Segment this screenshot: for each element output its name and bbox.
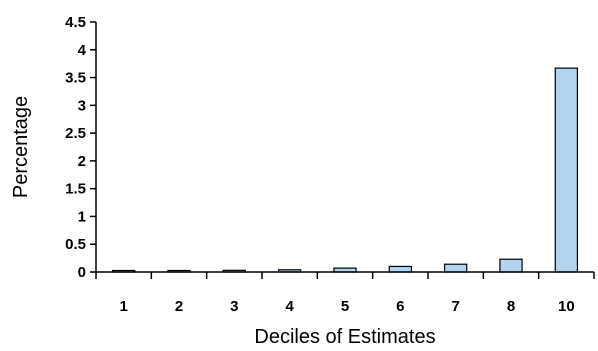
y-tick-label: 1 (78, 208, 86, 225)
x-tick-label: 3 (230, 298, 238, 315)
y-tick-label: 3.5 (65, 70, 86, 87)
x-axis-ticks: 1 2 3 4 5 6 7 8 10 (95, 272, 595, 315)
y-tick-label: 0.5 (65, 236, 86, 253)
x-tick-label: 4 (285, 298, 294, 315)
y-tick-label: 2.5 (65, 125, 86, 142)
x-axis-title: Deciles of Estimates (254, 326, 435, 348)
x-tick-label: 6 (396, 298, 404, 315)
x-tick-label: 7 (451, 298, 459, 315)
y-tick-label: 2 (78, 153, 86, 170)
bar-decile-8 (499, 258, 523, 273)
y-tick-label: 3 (78, 97, 86, 114)
y-axis-title: Percentage (10, 96, 32, 198)
x-tick-label: 5 (341, 298, 349, 315)
y-tick-label: 4 (78, 42, 87, 59)
bar-series (111, 67, 578, 273)
y-tick-label: 0 (78, 264, 86, 281)
bar-decile-10 (554, 67, 578, 273)
x-tick-label: 1 (119, 298, 127, 315)
y-axis-ticks: 0 0.5 1 1.5 2 2.5 3 3.5 4 4.5 (65, 14, 96, 281)
x-tick-label: 10 (558, 298, 575, 315)
bar-decile-7 (444, 263, 468, 273)
x-tick-label: 2 (175, 298, 183, 315)
y-tick-label: 4.5 (65, 14, 86, 31)
x-tick-label: 8 (507, 298, 515, 315)
bar-decile-6 (388, 265, 412, 273)
y-tick-label: 1.5 (65, 181, 86, 198)
